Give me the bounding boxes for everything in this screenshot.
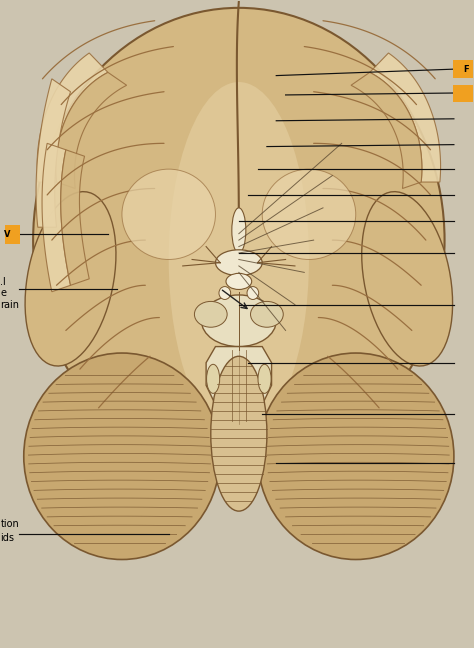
Ellipse shape [211,356,267,511]
Ellipse shape [24,353,220,559]
Text: V: V [4,230,10,239]
Text: rain: rain [0,299,19,310]
Ellipse shape [257,353,454,559]
Ellipse shape [247,286,259,299]
Ellipse shape [219,286,231,299]
Polygon shape [351,73,422,189]
Ellipse shape [262,169,356,259]
FancyBboxPatch shape [454,60,474,78]
Text: tion: tion [0,519,19,529]
Ellipse shape [169,82,309,437]
Ellipse shape [194,301,227,327]
Polygon shape [56,73,127,189]
Polygon shape [61,150,89,285]
Ellipse shape [122,169,216,259]
Polygon shape [37,53,108,182]
Ellipse shape [362,192,453,366]
Text: ids: ids [0,533,14,543]
Ellipse shape [33,8,445,472]
FancyBboxPatch shape [454,85,474,102]
Polygon shape [42,143,71,292]
Polygon shape [206,347,272,424]
Ellipse shape [201,295,276,347]
Text: e: e [0,288,6,298]
Text: F: F [463,65,468,74]
Ellipse shape [251,301,283,327]
Ellipse shape [258,364,271,393]
Ellipse shape [25,192,116,366]
Ellipse shape [232,208,246,253]
Polygon shape [370,53,441,182]
Ellipse shape [207,364,219,393]
Polygon shape [36,79,71,227]
FancyBboxPatch shape [0,225,19,244]
Text: .l: .l [0,277,6,287]
Ellipse shape [226,273,252,290]
Ellipse shape [216,249,262,275]
